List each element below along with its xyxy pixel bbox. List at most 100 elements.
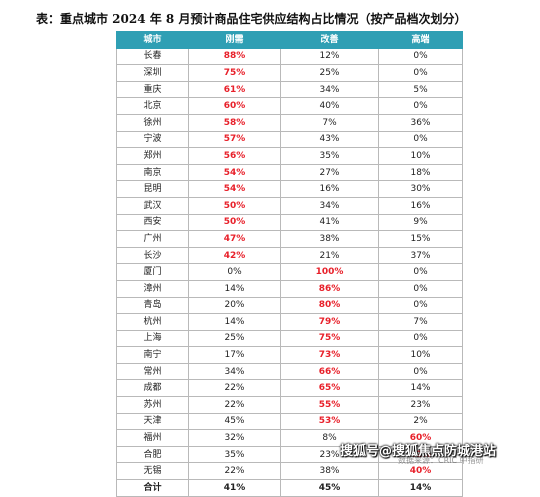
- cell-rigid: 42%: [188, 246, 281, 265]
- header-improve: 改善: [280, 31, 379, 49]
- cell-improve: 80%: [280, 296, 379, 315]
- cell-high: 0%: [378, 130, 463, 149]
- cell-improve: 73%: [280, 346, 379, 364]
- table-row: 长春 88% 12% 0%: [116, 47, 463, 66]
- cell-improve: 25%: [280, 64, 379, 82]
- cell-high: 0%: [378, 263, 463, 281]
- cell-improve: 55%: [280, 396, 379, 414]
- table-row: 郑州 56% 35% 10%: [116, 147, 463, 165]
- cell-improve: 7%: [280, 113, 379, 132]
- cell-high: 7%: [378, 313, 463, 331]
- cell-city: 福州: [116, 429, 189, 447]
- table-title: 表：重点城市 2024 年 8 月预计商品住宅供应结构占比情况（按产品档次划分）: [36, 12, 467, 26]
- total-rigid: 41%: [188, 479, 281, 497]
- cell-city: 徐州: [116, 113, 189, 132]
- table-row: 成都 22% 65% 14%: [116, 379, 463, 398]
- cell-improve: 21%: [280, 246, 379, 265]
- cell-city: 重庆: [116, 80, 189, 99]
- cell-city: 深圳: [116, 64, 189, 82]
- cell-rigid: 58%: [188, 113, 281, 132]
- cell-rigid: 56%: [188, 147, 281, 165]
- cell-city: 南京: [116, 163, 189, 182]
- cell-city: 杭州: [116, 313, 189, 331]
- table-row: 南宁 17% 73% 10%: [116, 346, 463, 364]
- cell-city: 长春: [116, 47, 189, 66]
- cell-rigid: 35%: [188, 445, 281, 464]
- cell-high: 0%: [378, 47, 463, 66]
- cell-city: 常州: [116, 362, 189, 381]
- cell-rigid: 54%: [188, 163, 281, 182]
- cell-improve: 41%: [280, 213, 379, 232]
- cell-high: 0%: [378, 362, 463, 381]
- cell-rigid: 34%: [188, 362, 281, 381]
- cell-high: 0%: [378, 97, 463, 115]
- cell-city: 无锡: [116, 462, 189, 481]
- cell-city: 合肥: [116, 445, 189, 464]
- cell-rigid: 22%: [188, 462, 281, 481]
- cell-rigid: 22%: [188, 396, 281, 414]
- cell-city: 青岛: [116, 296, 189, 315]
- cell-rigid: 75%: [188, 64, 281, 82]
- table-row: 昆明 54% 16% 30%: [116, 180, 463, 198]
- cell-rigid: 47%: [188, 230, 281, 248]
- table-row: 武汉 50% 34% 16%: [116, 196, 463, 215]
- cell-improve: 86%: [280, 279, 379, 298]
- cell-high: 16%: [378, 196, 463, 215]
- cell-improve: 27%: [280, 163, 379, 182]
- cell-improve: 75%: [280, 329, 379, 348]
- supply-structure-table: 城市 刚需 改善 高端 长春 88% 12% 0% 深圳 75% 25% 0% 重庆 61% 34%…: [116, 31, 463, 497]
- table-row: 深圳 75% 25% 0%: [116, 64, 463, 82]
- cell-city: 长沙: [116, 246, 189, 265]
- cell-high: 5%: [378, 80, 463, 99]
- table-total-row: 合计 41% 45% 14%: [116, 479, 463, 497]
- cell-rigid: 14%: [188, 313, 281, 331]
- cell-city: 宁波: [116, 130, 189, 149]
- cell-improve: 53%: [280, 412, 379, 431]
- cell-improve: 38%: [280, 230, 379, 248]
- watermark: 搜狐号@搜狐焦点防城港站: [340, 444, 497, 459]
- cell-high: 0%: [378, 64, 463, 82]
- cell-improve: 40%: [280, 97, 379, 115]
- table-row: 漳州 14% 86% 0%: [116, 279, 463, 298]
- cell-high: 10%: [378, 147, 463, 165]
- cell-high: 0%: [378, 329, 463, 348]
- cell-rigid: 50%: [188, 213, 281, 232]
- table-row: 福州 32% 8% 60%: [116, 429, 463, 447]
- table-row: 广州 47% 38% 15%: [116, 230, 463, 248]
- cell-city: 苏州: [116, 396, 189, 414]
- cell-high: 0%: [378, 279, 463, 298]
- table-row: 宁波 57% 43% 0%: [116, 130, 463, 149]
- cell-rigid: 17%: [188, 346, 281, 364]
- cell-city: 天津: [116, 412, 189, 431]
- table-row: 厦门 0% 100% 0%: [116, 263, 463, 281]
- cell-improve: 34%: [280, 80, 379, 99]
- cell-improve: 100%: [280, 263, 379, 281]
- cell-improve: 79%: [280, 313, 379, 331]
- cell-high: 10%: [378, 346, 463, 364]
- cell-city: 厦门: [116, 263, 189, 281]
- cell-rigid: 20%: [188, 296, 281, 315]
- cell-city: 昆明: [116, 180, 189, 198]
- table-row: 常州 34% 66% 0%: [116, 362, 463, 381]
- cell-improve: 35%: [280, 147, 379, 165]
- table-row: 杭州 14% 79% 7%: [116, 313, 463, 331]
- table-row: 北京 60% 40% 0%: [116, 97, 463, 115]
- cell-rigid: 25%: [188, 329, 281, 348]
- cell-rigid: 54%: [188, 180, 281, 198]
- cell-city: 南宁: [116, 346, 189, 364]
- cell-rigid: 60%: [188, 97, 281, 115]
- cell-rigid: 32%: [188, 429, 281, 447]
- cell-high: 9%: [378, 213, 463, 232]
- cell-rigid: 61%: [188, 80, 281, 99]
- cell-city: 西安: [116, 213, 189, 232]
- cell-city: 郑州: [116, 147, 189, 165]
- cell-high: 23%: [378, 396, 463, 414]
- cell-improve: 34%: [280, 196, 379, 215]
- cell-high: 30%: [378, 180, 463, 198]
- cell-city: 广州: [116, 230, 189, 248]
- table-row: 长沙 42% 21% 37%: [116, 246, 463, 265]
- cell-improve: 12%: [280, 47, 379, 66]
- table-row: 青岛 20% 80% 0%: [116, 296, 463, 315]
- cell-high: 15%: [378, 230, 463, 248]
- cell-city: 武汉: [116, 196, 189, 215]
